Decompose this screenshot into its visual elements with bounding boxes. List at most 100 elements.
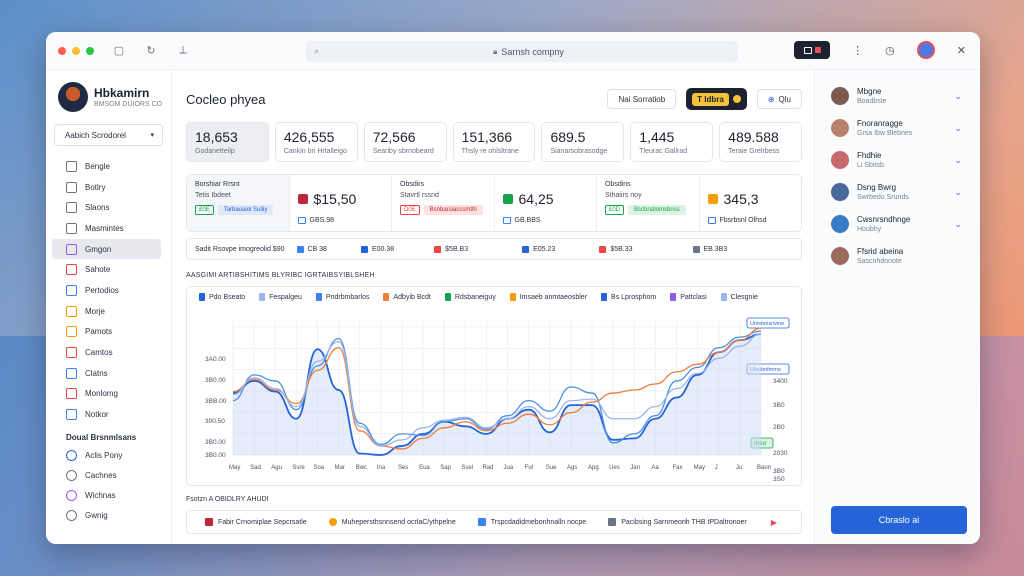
main-content: Cocleo phyea Nai Sorratiob T ldbra ⊕ Qlu… (172, 70, 814, 544)
cloud-icon (66, 450, 77, 462)
workspace-select[interactable]: Aabich Scrodorel ▾ (54, 124, 163, 146)
chevron-down-icon[interactable]: ⌄ (954, 219, 962, 229)
minimize-dot[interactable] (72, 46, 80, 55)
bottom-list-item[interactable]: Fabir Crnomiplae Sepcrsatle (187, 518, 307, 526)
kpi-card[interactable]: 72,566 Seariby sbrnobeard (363, 122, 447, 162)
contact-item[interactable]: Dsng Bwrg Swrbedo Srunds ⌄ (815, 176, 980, 208)
pie-icon (328, 518, 337, 526)
bottom-list-item[interactable]: Trspcdadidmebonhnalln nocpe (456, 518, 586, 526)
extension-button[interactable] (794, 41, 831, 59)
sidebar-item-6[interactable]: Pertodios (46, 280, 171, 301)
chevron-down-icon[interactable]: ⌄ (954, 123, 962, 133)
kpi-label: Sianarsobrasodge (550, 148, 608, 155)
sidebar-item-label: Masmintes (85, 223, 124, 233)
sidebar-item-12[interactable]: Notkor (46, 404, 171, 425)
stat-cell[interactable]: Borshiar Rrsnt Tetis Ibdeet £0E Tarbaoaiol … (187, 175, 290, 231)
legend-item[interactable]: Fespalgeu (259, 293, 302, 301)
person-icon (66, 305, 77, 317)
url-text: Sarnsh compny (501, 46, 564, 57)
sidebar-item-2[interactable]: Slaons (46, 197, 171, 218)
new-report-button[interactable]: Nai Sorratiob (607, 89, 677, 109)
stat-cell[interactable]: 345,3 Fbsrbsnl Olhsd (700, 175, 802, 231)
sidebar-secondary-item-0[interactable]: Aclis Pony (46, 446, 171, 466)
chevron-down-icon[interactable]: ⌄ (954, 155, 962, 165)
kpi-card[interactable]: 426,555 Cankin bri Hrtalleigo (274, 122, 358, 162)
pin-icon[interactable]: ⟂ (179, 44, 187, 56)
kpi-label: Godanetteilp (195, 148, 235, 155)
stat-tags: £0E Tarbaoaiol Sulliy (195, 205, 281, 215)
contact-item[interactable]: Fhdhie Li Sbitsb ⌄ (815, 144, 980, 176)
legend-item[interactable]: Rdsbaneiguy (444, 293, 496, 301)
square-icon (434, 245, 442, 253)
clock-icon[interactable]: ◷ (885, 44, 895, 57)
brand: Hbkamirn BMSOM DUIORS CO (46, 70, 171, 114)
contact-subtitle: Boadbste (857, 98, 887, 105)
sidebar-item-0[interactable]: Bengle (46, 156, 171, 177)
sidebar-item-label: Notkor (85, 410, 109, 420)
legend-swatch (315, 293, 322, 301)
contact-name: Ffsrid abeina (857, 247, 904, 256)
contact-item[interactable]: Cwsnrsndhnge Houbhy ⌄ (815, 208, 980, 240)
chevron-down-icon[interactable]: ⌄ (954, 91, 962, 101)
sidebar-secondary-item-2[interactable]: Wichnas (46, 486, 171, 506)
kpi-card[interactable]: 489.588 Teraie Grelrbess (719, 122, 803, 162)
maximize-dot[interactable] (86, 46, 94, 55)
chevron-down-icon: ▾ (150, 132, 154, 139)
sidebar-nav-secondary: Aclis Pony Cachnes Wichnas Gwnig (46, 446, 171, 526)
play-icon[interactable]: ▶ (770, 517, 777, 527)
sidebar-item-label: Morje (85, 306, 106, 316)
strip-label: E05.23 (533, 245, 556, 253)
strip-label: E00.38 (371, 245, 395, 253)
bottom-list-item[interactable]: Muhepersthsnnsend ocrlaC/ythpelne (307, 518, 456, 526)
contact-item[interactable]: Mbgne Boadbste ⌄ (815, 80, 980, 112)
kpi-card[interactable]: 1,445 Tleurac Gallrad (630, 122, 714, 162)
sidebar-secondary-item-3[interactable]: Gwnig (46, 506, 171, 526)
x-tick-label: May (229, 465, 240, 471)
legend-item[interactable]: Pndrbmbarlos (315, 293, 369, 301)
sidebar-item-10[interactable]: Clatns (46, 363, 171, 384)
sidebar-secondary-item-1[interactable]: Cachnes (46, 466, 171, 486)
legend-item[interactable]: Clesgnie (720, 293, 758, 301)
stat-cell[interactable]: 64,25 GB.BBS (495, 175, 597, 231)
refresh-icon[interactable]: ↻ (146, 45, 156, 57)
primary-action-button[interactable]: Cbraslo ai (831, 506, 967, 534)
sidebar-item-7[interactable]: Morje (46, 301, 171, 322)
chevron-down-icon[interactable]: ⌄ (954, 187, 962, 197)
legend-item[interactable]: Pdo Bseato (199, 293, 245, 301)
legend-item[interactable]: Adbyib Bcdt (383, 293, 431, 301)
close-dot[interactable] (58, 46, 66, 55)
stat-cell[interactable]: Obsdins Sthaiirs noy £0D Bscbratiomsbnss (597, 175, 700, 231)
address-bar[interactable]: ⌕ 🔒︎ Sarnsh compny (306, 41, 738, 62)
tag-icon (707, 217, 716, 224)
stat-cell[interactable]: Obsdirs Stavrtl rssnd D0E Bsnbarsiacssmtlh (392, 175, 495, 231)
legend-item[interactable]: Pattclasi (670, 293, 707, 301)
chart-icon (66, 222, 77, 234)
contact-name: Dsng Bwrg (857, 183, 897, 192)
bottom-list-item[interactable]: Pacibsing Sarnmeorih THB tPDaltronoer (586, 518, 747, 526)
sidebar-item-9[interactable]: Camtos (46, 342, 171, 363)
sidebar-item-1[interactable]: Botlry (46, 177, 171, 198)
sidebar-item-4[interactable]: Gmgon (52, 238, 161, 260)
profile-avatar[interactable] (916, 41, 935, 59)
more-options-icon[interactable]: ⋮ (852, 44, 864, 57)
legend-item[interactable]: Bs Lprosphom (601, 293, 656, 301)
sidebar-item-8[interactable]: Pamots (46, 322, 171, 343)
share-button[interactable]: ⊕ Qlu (756, 89, 802, 109)
stat-cell[interactable]: $15,50 GBS.98 (290, 175, 392, 231)
contact-item[interactable]: Fnoranragge Grsa Ibw Blebnes ⌄ (815, 112, 980, 144)
contact-item[interactable]: Ffsrid abeina Sascnhdnnote (815, 240, 980, 272)
kpi-card[interactable]: 18,653 Godanetteilp (186, 122, 269, 162)
legend-item[interactable]: Imsaeb anmtaeosbler (509, 293, 587, 301)
series-line-2 (232, 327, 762, 450)
sidebar-item-11[interactable]: Monlomg (46, 384, 171, 405)
sidebar: Hbkamirn BMSOM DUIORS CO Aabich Scrodore… (46, 70, 172, 544)
close-tab-icon[interactable]: ✕ (956, 44, 966, 57)
y-tick-label: 3A0.00 (205, 356, 226, 363)
premium-button[interactable]: T ldbra (686, 88, 747, 110)
sidebar-item-5[interactable]: Sahote (46, 259, 171, 280)
kpi-card[interactable]: 151,366 Thsly re ohlsltrane (452, 122, 536, 162)
sidebar-toggle-icon[interactable]: ▢ (113, 45, 125, 57)
kpi-card[interactable]: 689.5 Sianarsobrasodge (541, 122, 625, 162)
stat-value: 64,25 (518, 191, 554, 207)
sidebar-item-3[interactable]: Masmintes (46, 218, 171, 239)
